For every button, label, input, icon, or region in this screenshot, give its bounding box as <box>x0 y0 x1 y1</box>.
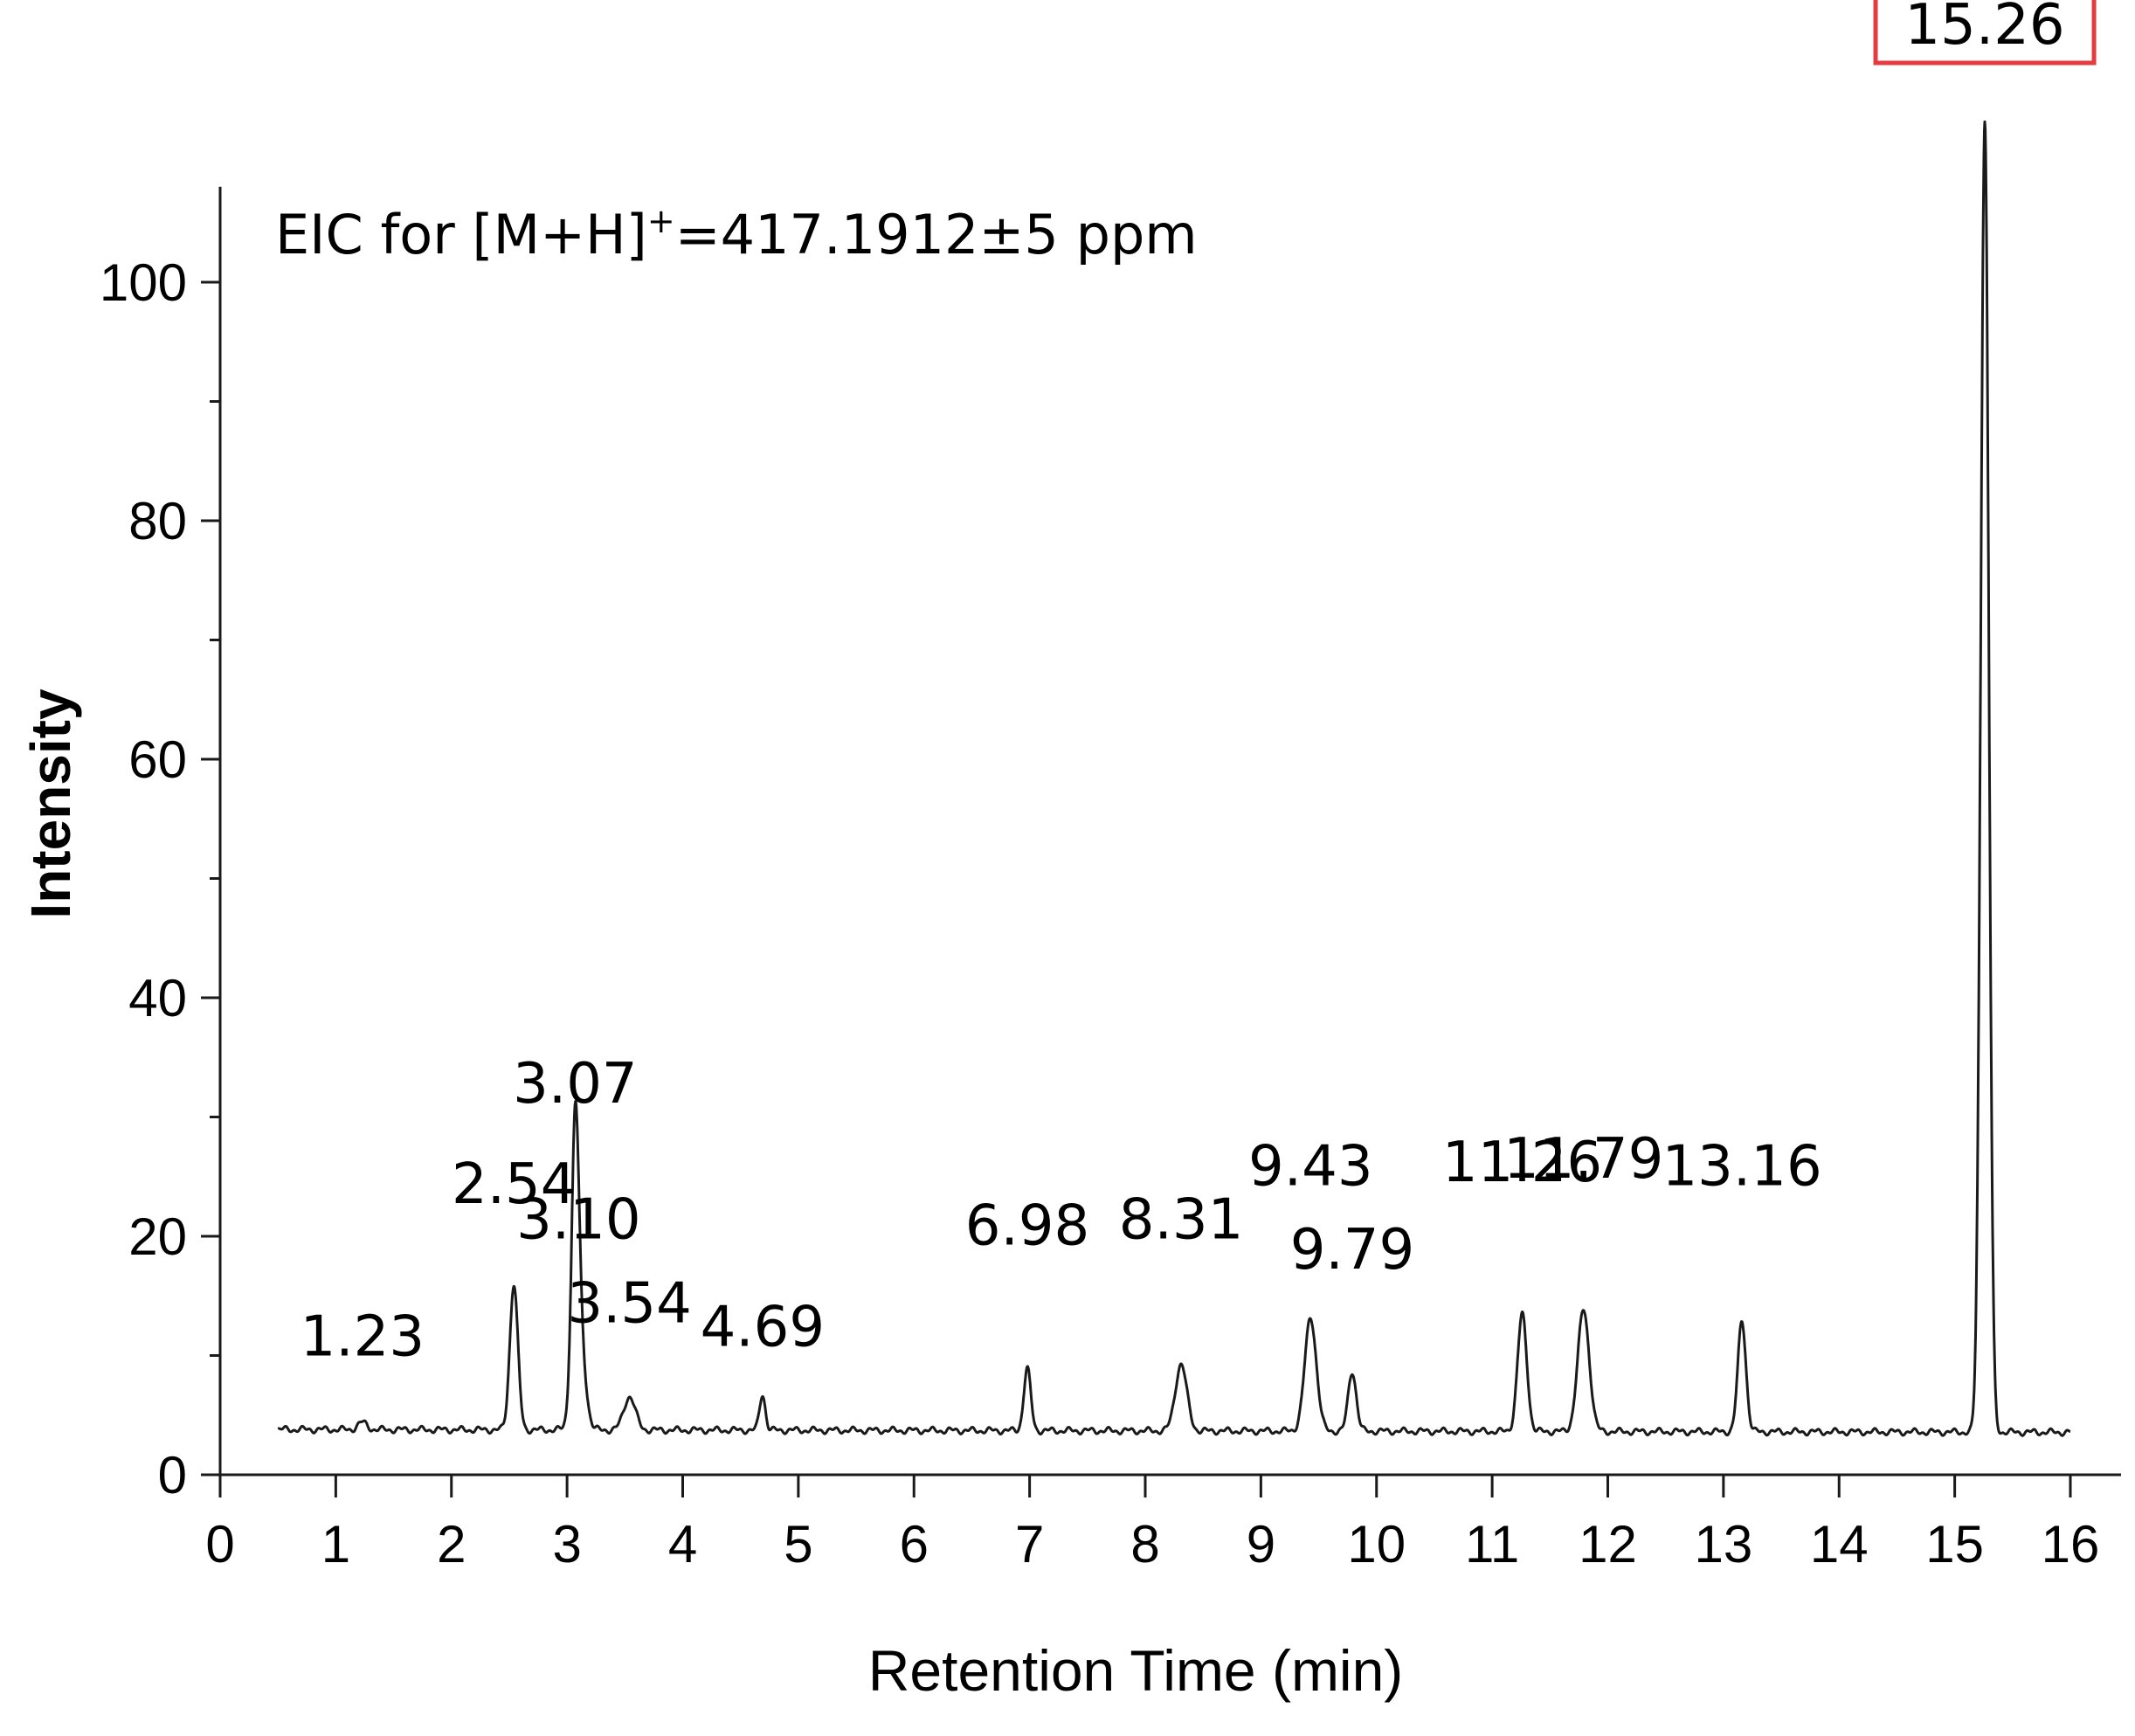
peak-label: 2.54 <box>452 1152 577 1217</box>
x-tick-label: 5 <box>784 1515 812 1573</box>
peak-label: 1.23 <box>301 1305 425 1370</box>
x-tick-label: 4 <box>668 1515 697 1573</box>
x-tick-label: 3 <box>552 1515 581 1573</box>
x-tick-label: 1 <box>321 1515 350 1573</box>
y-tick-label: 100 <box>100 253 187 312</box>
highlight-box <box>1873 0 2097 66</box>
x-tick-label: 12 <box>1579 1515 1637 1573</box>
x-tick-label: 15 <box>1925 1515 1984 1573</box>
annotation-suffix: =417.1912±5 ppm <box>675 203 1198 266</box>
peak-label: 9.43 <box>1248 1134 1373 1199</box>
peak-label: 11.79 <box>1503 1127 1663 1192</box>
peak-labels-group: 1.23 2.54 3.07 3.10 3.54 4.69 6.98 8.319.43 9.79… <box>301 0 2097 1370</box>
x-ticks-group: 0 1 2 3 4 5 6 7 8 9 10 11 12 13 14 15 16 <box>205 1475 2099 1573</box>
x-tick-label: 10 <box>1347 1515 1406 1573</box>
y-tick-label: 80 <box>128 492 187 550</box>
peak-label: 3.07 <box>513 1052 638 1117</box>
peak-label: 3.10 <box>516 1188 641 1253</box>
peak-label: 9.79 <box>1290 1218 1415 1283</box>
peak-label: 8.31 <box>1119 1188 1244 1253</box>
chart-annotation: EIC for [M+H]+=417.1912±5 ppm <box>275 202 1198 266</box>
annotation-superscript: + <box>647 202 675 240</box>
x-tick-label: 6 <box>900 1515 929 1573</box>
peak-label: 4.69 <box>701 1296 826 1360</box>
y-tick-label: 60 <box>128 730 187 789</box>
x-tick-label: 7 <box>1015 1515 1044 1573</box>
peak-label: 11.26 <box>1442 1131 1602 1195</box>
annotation-prefix: EIC for [M+H] <box>275 203 647 266</box>
x-tick-label: 9 <box>1247 1515 1275 1573</box>
x-axis-label: Retention Time (min) <box>868 1638 1404 1703</box>
trace-group <box>277 120 2071 1437</box>
axes-group <box>218 186 2121 1477</box>
peak-label: 6.98 <box>965 1194 1090 1259</box>
peak-label: 15.26 <box>1904 0 2064 58</box>
y-tick-label: 40 <box>128 969 187 1027</box>
x-tick-label: 13 <box>1695 1515 1753 1573</box>
y-axis-label: Intensity <box>19 688 82 919</box>
x-tick-label: 16 <box>2042 1515 2100 1573</box>
x-tick-label: 14 <box>1810 1515 1869 1573</box>
y-tick-label: 20 <box>128 1207 187 1266</box>
y-ticks-group: 0 20 40 60 80 100 <box>100 253 220 1504</box>
peak-label: 3.54 <box>567 1271 692 1336</box>
x-tick-label: 11 <box>1465 1515 1519 1573</box>
chromatogram-trace <box>277 120 2071 1437</box>
y-tick-label: 0 <box>158 1446 187 1504</box>
x-tick-label: 0 <box>205 1515 234 1573</box>
peak-label: 13.16 <box>1662 1134 1821 1199</box>
x-tick-label: 2 <box>437 1515 466 1573</box>
x-tick-label: 8 <box>1130 1515 1159 1573</box>
